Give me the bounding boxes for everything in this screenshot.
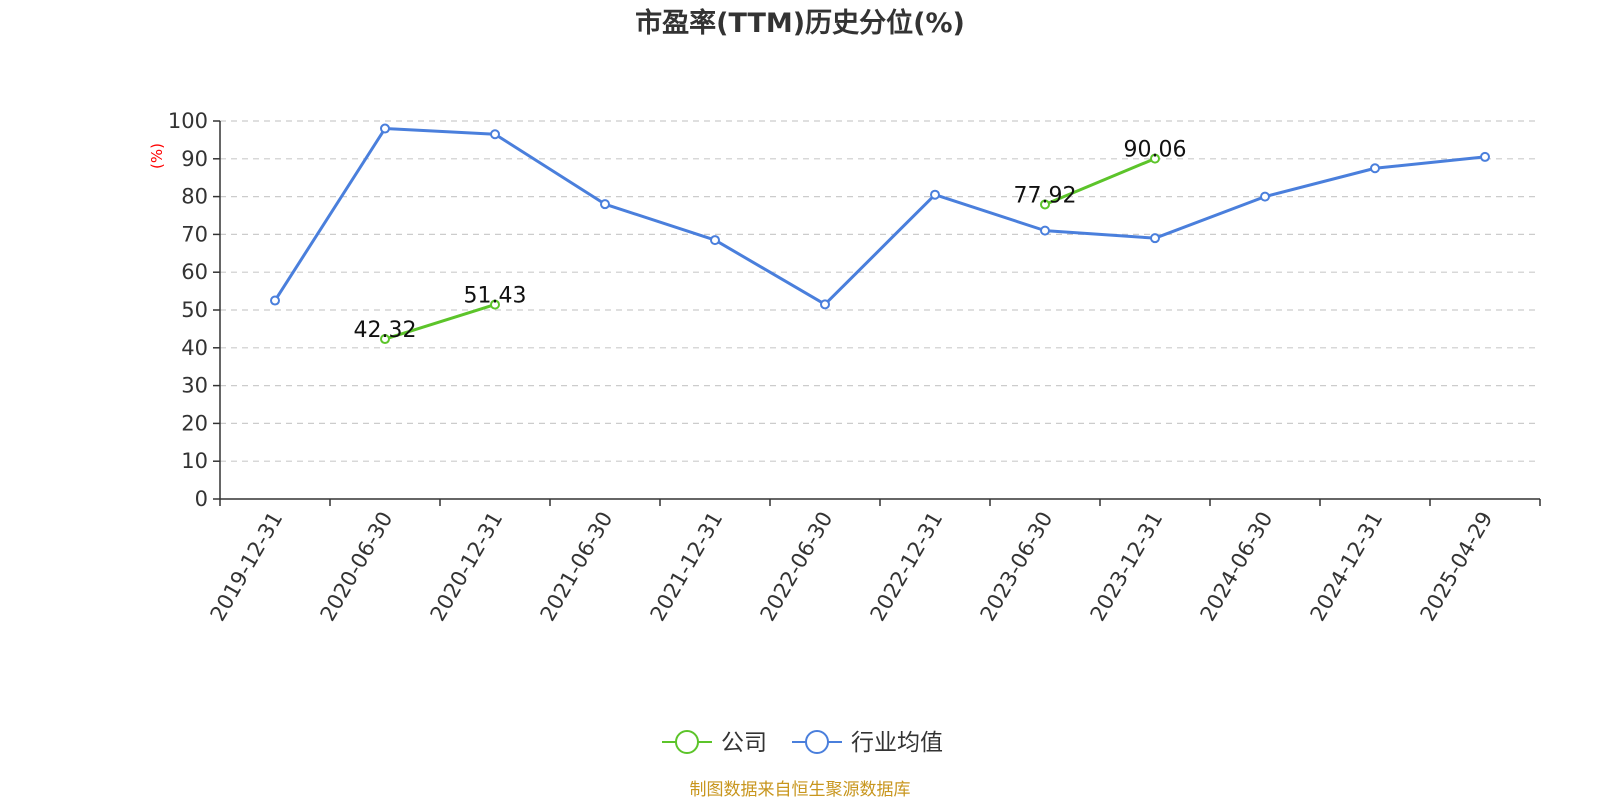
data-point[interactable] — [380, 334, 390, 345]
chart-title: 市盈率(TTM)历史分位(%) — [635, 7, 965, 39]
data-label: 90.06 — [1124, 138, 1187, 163]
y-tick-label: 30 — [181, 374, 208, 398]
series-line — [1044, 157, 1156, 206]
data-point[interactable] — [1150, 233, 1160, 244]
data-point[interactable] — [1480, 151, 1490, 162]
x-tick-label: 2020-12-31 — [426, 508, 508, 626]
x-tick-label: 2022-12-31 — [866, 508, 948, 626]
data-point[interactable] — [1040, 199, 1050, 210]
data-point[interactable] — [600, 199, 610, 210]
legend-item-0[interactable]: 公司 — [662, 730, 767, 756]
x-tick-label: 2020-06-30 — [316, 508, 398, 626]
data-point[interactable] — [490, 299, 500, 310]
legend-label: 公司 — [721, 730, 767, 756]
data-point[interactable] — [1040, 225, 1050, 236]
y-tick-label: 10 — [181, 449, 208, 473]
data-label: 77.92 — [1014, 183, 1077, 208]
x-tick-label: 2019-12-31 — [206, 508, 288, 626]
legend-marker — [675, 730, 699, 754]
y-tick-label: 60 — [181, 260, 208, 284]
legend[interactable]: 公司 行业均值 — [662, 730, 943, 756]
x-tick-label: 2021-12-31 — [646, 508, 728, 626]
data-label: 51.43 — [464, 284, 527, 309]
x-tick-label: 2024-12-31 — [1306, 508, 1388, 626]
data-point[interactable] — [490, 129, 500, 140]
y-tick-label: 100 — [168, 109, 208, 133]
x-tick-label: 2024-06-30 — [1196, 508, 1278, 626]
y-tick-label: 40 — [181, 336, 208, 360]
y-axis-unit: (%) — [148, 143, 166, 169]
series-1 — [270, 123, 1490, 310]
data-point[interactable] — [820, 299, 830, 310]
x-tick-label: 2022-06-30 — [756, 508, 838, 626]
data-point[interactable] — [380, 123, 390, 134]
x-tick-label: 2025-04-29 — [1416, 508, 1498, 626]
series-line — [384, 303, 496, 341]
legend-item-1[interactable]: 行业均值 — [792, 730, 943, 756]
x-tick-label: 2023-06-30 — [976, 508, 1058, 626]
x-tick-label: 2021-06-30 — [536, 508, 618, 626]
legend-marker — [805, 730, 829, 754]
x-tick-label: 2023-12-31 — [1086, 508, 1168, 626]
series-line — [273, 127, 1486, 306]
data-point[interactable] — [1150, 153, 1160, 164]
axes: 0 10 20 30 40 50 60 70 80 90 100 2019-12-31 2020-06-… — [168, 109, 1541, 626]
grid-lines — [220, 120, 1540, 462]
y-tick-label: 90 — [181, 147, 208, 171]
y-tick-label: 20 — [181, 411, 208, 435]
y-tick-label: 70 — [181, 222, 208, 246]
data-point[interactable] — [1370, 163, 1380, 174]
data-point[interactable] — [710, 235, 720, 246]
source-note: 制图数据来自恒生聚源数据库 — [690, 780, 911, 800]
y-tick-label: 80 — [181, 185, 208, 209]
data-point[interactable] — [930, 189, 940, 200]
data-label: 42.32 — [354, 318, 417, 343]
legend-label: 行业均值 — [851, 730, 943, 756]
data-point[interactable] — [270, 295, 280, 306]
y-tick-label: 0 — [195, 487, 208, 511]
data-point[interactable] — [1260, 191, 1270, 202]
y-tick-label: 50 — [181, 298, 208, 322]
series-0: 42.32 51.43 77.92 90.06 — [354, 138, 1187, 345]
series-layer: 42.32 51.43 77.92 90.06 — [270, 123, 1490, 345]
